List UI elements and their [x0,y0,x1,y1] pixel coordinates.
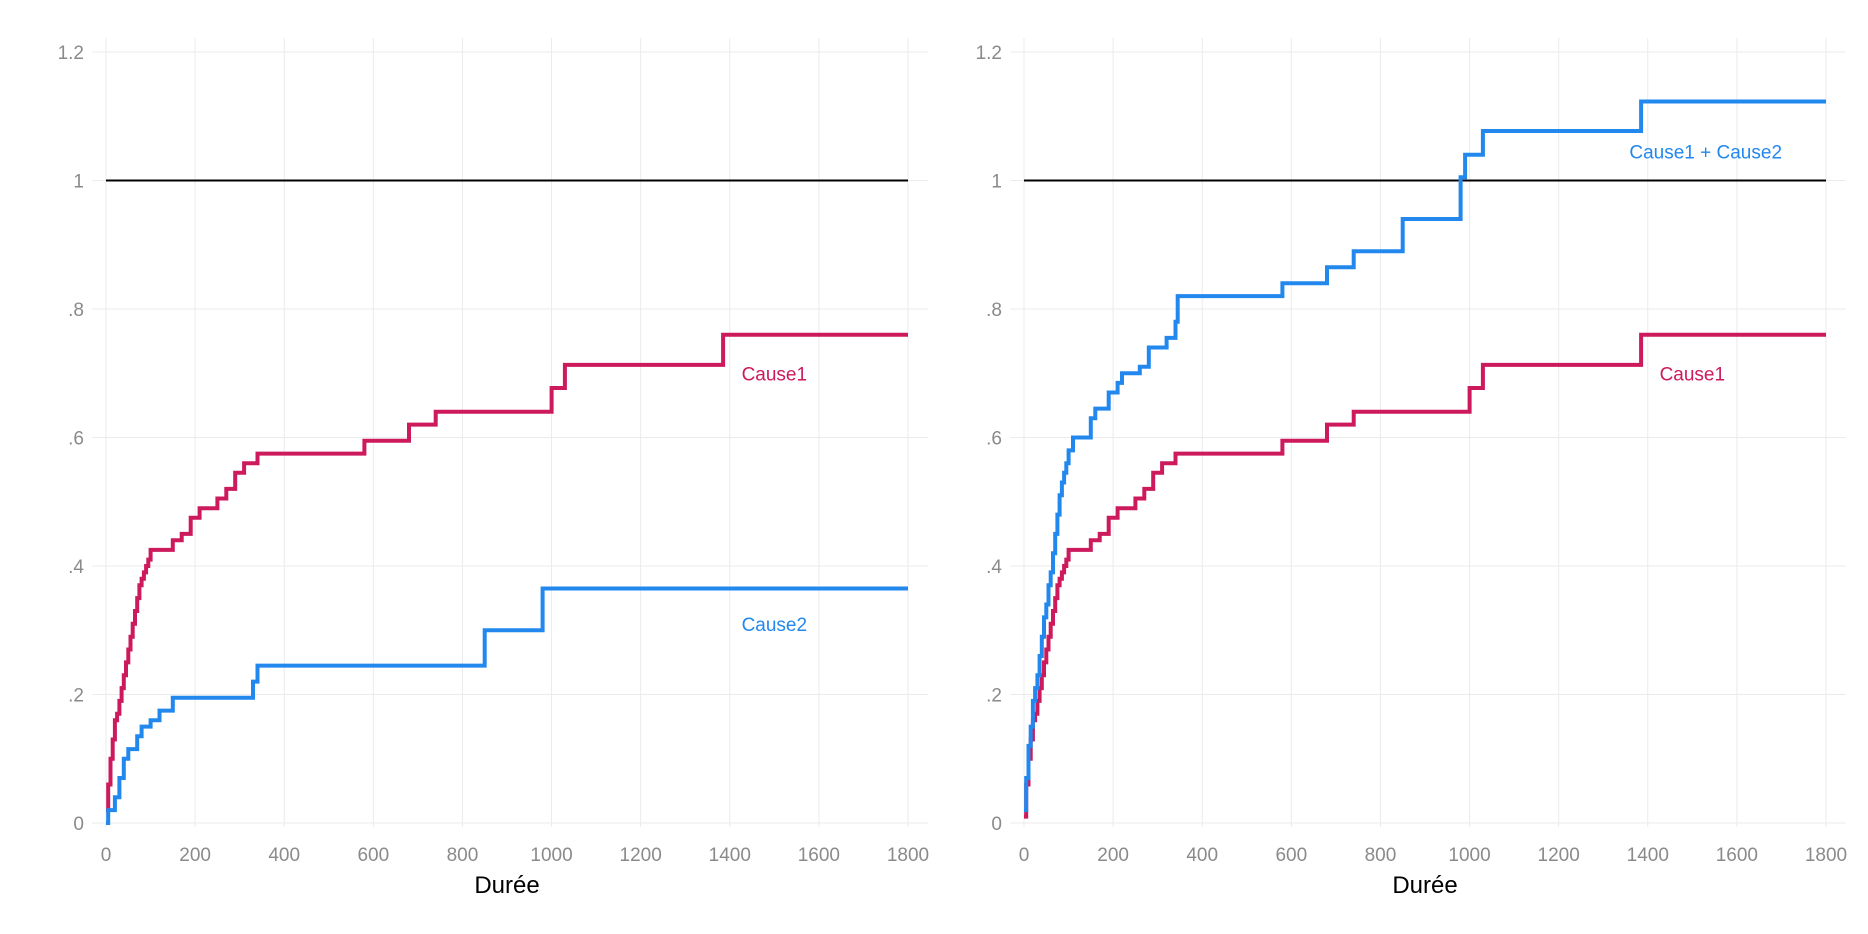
y-tick-label: 0 [991,814,1002,835]
x-tick-label: 200 [179,845,211,866]
series-line-cause1 [1024,332,1826,819]
x-tick-label: 1600 [1716,845,1758,866]
y-tick-label: .4 [68,557,84,578]
x-tick-label: 1600 [798,845,840,866]
x-tick-label: 1000 [530,845,572,866]
x-tick-label: 1200 [620,845,662,866]
y-tick-label: .2 [68,686,84,707]
grid [1010,38,1846,827]
y-tick-label: 1.2 [976,43,1002,64]
y-tick-label: 0 [73,814,84,835]
x-tick-label: 1400 [709,845,751,866]
x-tick-label: 0 [1019,845,1030,866]
x-axis-label: Durée [474,872,539,899]
y-tick-label: .4 [986,557,1002,578]
x-tick-label: 0 [101,845,112,866]
x-tick-label: 1400 [1627,845,1669,866]
y-tick-label: 1 [73,172,84,193]
x-tick-label: 200 [1097,845,1129,866]
x-tick-label: 1200 [1538,845,1580,866]
chart-panel-2: Cause1 Cause1 + Cause2 0 .2 .4 .6 .8 1 1.2 0 200 40… [976,38,1847,899]
grid [92,38,928,827]
x-tick-label: 1800 [887,845,929,866]
series-label-cause1: Cause1 [742,364,808,385]
x-tick-label: 800 [1365,845,1397,866]
y-tick-label: .8 [68,300,84,321]
y-tick-label: .6 [986,429,1002,450]
series-label-cause2: Cause1 + Cause2 [1629,143,1782,164]
x-axis-label: Durée [1392,872,1457,899]
x-tick-label: 1800 [1805,845,1847,866]
series-line-cause2 [1024,99,1826,813]
y-tick-label: 1.2 [58,43,84,64]
x-tick-label: 1000 [1448,845,1490,866]
y-tick-label: .6 [68,429,84,450]
y-tick-label: .2 [986,686,1002,707]
series-line-cause1 [106,332,908,813]
x-tick-label: 600 [357,845,389,866]
y-tick-label: .8 [986,300,1002,321]
x-tick-label: 800 [447,845,479,866]
series-label-cause2: Cause2 [742,615,808,636]
series-line-cause2 [106,586,908,825]
chart-panel-1: Cause1 Cause2 0 .2 .4 .6 .8 1 1.2 0 200 400 600 800 10… [58,38,929,899]
y-tick-label: 1 [991,172,1002,193]
x-tick-label: 600 [1275,845,1307,866]
x-tick-label: 400 [268,845,300,866]
series-label-cause1: Cause1 [1660,364,1726,385]
x-tick-label: 400 [1186,845,1218,866]
